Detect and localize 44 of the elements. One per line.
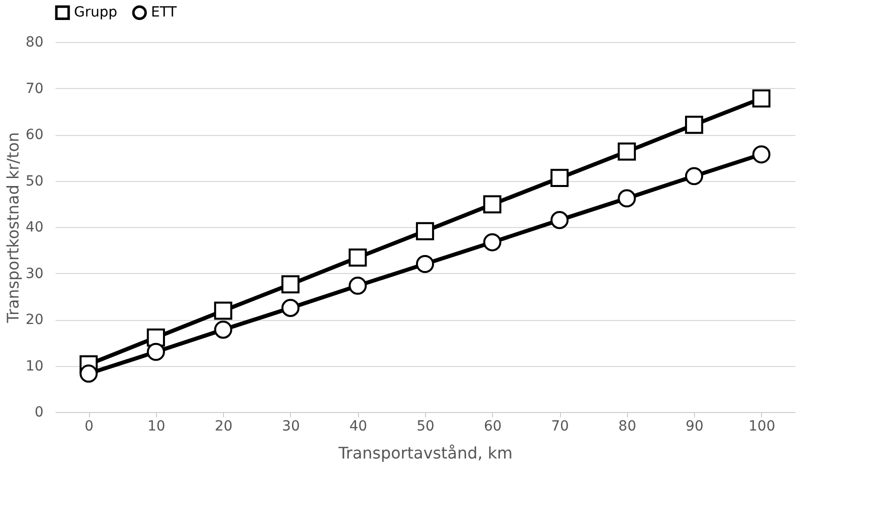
x-tick-label: 70 (551, 418, 569, 434)
y-tick-label: 60 (26, 127, 44, 143)
x-tick-label: 50 (416, 418, 434, 434)
legend-label: Grupp (74, 4, 118, 21)
x-tick-label: 90 (686, 418, 704, 434)
x-tick-label: 20 (214, 418, 233, 434)
x-tick-label: 10 (147, 418, 166, 434)
point (752, 89, 770, 108)
legend-label: ETT (151, 4, 178, 21)
y-tick-label: 70 (26, 80, 44, 97)
x-axis-title: Transportavstånd, km (337, 444, 513, 462)
x-tick-label: 60 (484, 418, 502, 434)
point (214, 302, 232, 320)
point (348, 248, 367, 267)
y-tick-label: 30 (26, 266, 44, 282)
point (618, 189, 636, 208)
x-tick-label: 100 (748, 418, 776, 434)
point (685, 116, 704, 134)
y-axis-title: Transportkostnad kr/ton (4, 132, 23, 324)
point (752, 145, 770, 164)
point (483, 233, 502, 252)
y-tick-label: 40 (26, 220, 44, 236)
point (416, 254, 434, 274)
x-tick-label: 80 (618, 418, 636, 434)
point (80, 364, 98, 383)
point (618, 142, 636, 161)
point (348, 276, 367, 295)
point (281, 298, 300, 317)
point (550, 168, 569, 188)
point (685, 167, 704, 186)
y-tick-label: 10 (26, 358, 44, 374)
x-tick-label: 40 (349, 418, 368, 434)
y-tick-label: 80 (26, 34, 44, 50)
point (416, 222, 434, 240)
point (483, 195, 502, 214)
y-tick-label: 0 (34, 404, 44, 420)
point (550, 211, 569, 230)
x-tick-label: 30 (282, 418, 300, 434)
x-tick-label: 0 (84, 418, 94, 434)
point (214, 320, 232, 339)
point (146, 342, 165, 361)
y-tick-label: 50 (26, 173, 44, 190)
point (281, 275, 300, 294)
y-tick-label: 20 (26, 312, 44, 328)
